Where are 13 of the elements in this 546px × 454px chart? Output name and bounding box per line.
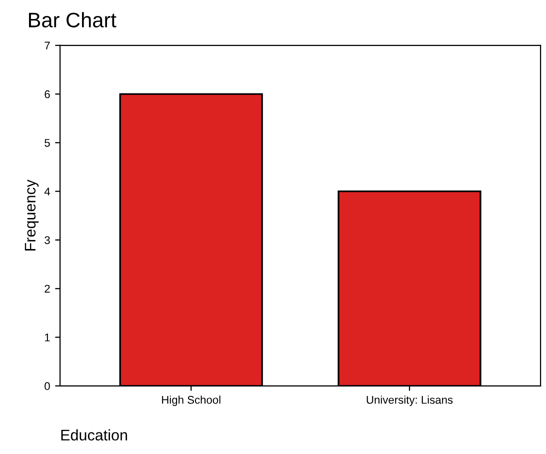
y-tick-label: 2 [44,284,50,293]
x-tick-label: High School [162,396,220,406]
x-axis-title: Education [61,429,128,441]
y-tick-label: 6 [44,90,50,98]
y-tick-label: 4 [44,188,50,196]
y-tick-label: 7 [44,42,50,50]
chart-title: Bar Chart [29,12,116,28]
y-tick-label: 0 [44,382,50,390]
y-axis-title: Frequency [24,180,39,250]
y-tick-label: 5 [44,139,50,147]
y-tick-label: 3 [44,236,50,244]
y-tick-label: 1 [45,334,50,342]
x-tick-label: University: Lisans [366,396,453,406]
